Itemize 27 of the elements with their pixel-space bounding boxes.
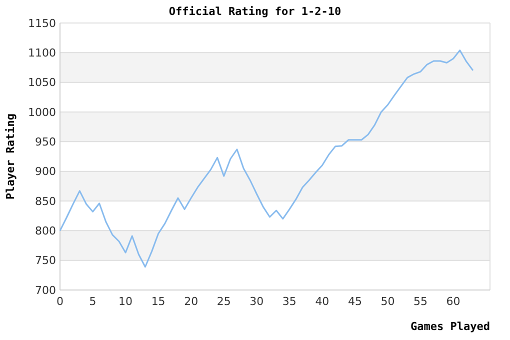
y-axis-title: Player Rating — [4, 113, 17, 200]
y-tick-label: 1100 — [28, 46, 56, 60]
chart-title: Official Rating for 1-2-10 — [168, 5, 342, 18]
x-tick-label: 10 — [118, 295, 133, 308]
x-tick-label: 30 — [250, 295, 264, 308]
x-tick-label: 20 — [184, 295, 198, 308]
x-tick-label: 50 — [380, 295, 395, 308]
x-tick-label: 15 — [151, 295, 166, 308]
x-tick-label: 45 — [348, 295, 362, 308]
line-series — [59, 50, 474, 268]
x-tick-label: 25 — [216, 295, 231, 308]
y-tick-label: 800 — [35, 224, 56, 238]
y-tick-label: 750 — [35, 254, 56, 268]
x-tick-label: 60 — [446, 295, 460, 308]
y-tick-label: 1050 — [28, 76, 56, 90]
y-tick-label: 950 — [35, 136, 56, 149]
y-tick-label: 1000 — [28, 106, 56, 119]
y-tick-label: 1150 — [28, 16, 56, 30]
y-tick-label: 900 — [35, 165, 56, 178]
x-tick-label: 5 — [89, 295, 96, 308]
y-tick-label: 850 — [35, 194, 56, 208]
x-axis-title: Games Played — [410, 320, 490, 333]
x-tick-label: 55 — [414, 295, 428, 308]
y-tick-label: 700 — [35, 284, 56, 297]
x-tick-label: 35 — [282, 295, 296, 308]
x-tick-label: 40 — [315, 295, 330, 308]
x-tick-label: 0 — [56, 295, 64, 308]
